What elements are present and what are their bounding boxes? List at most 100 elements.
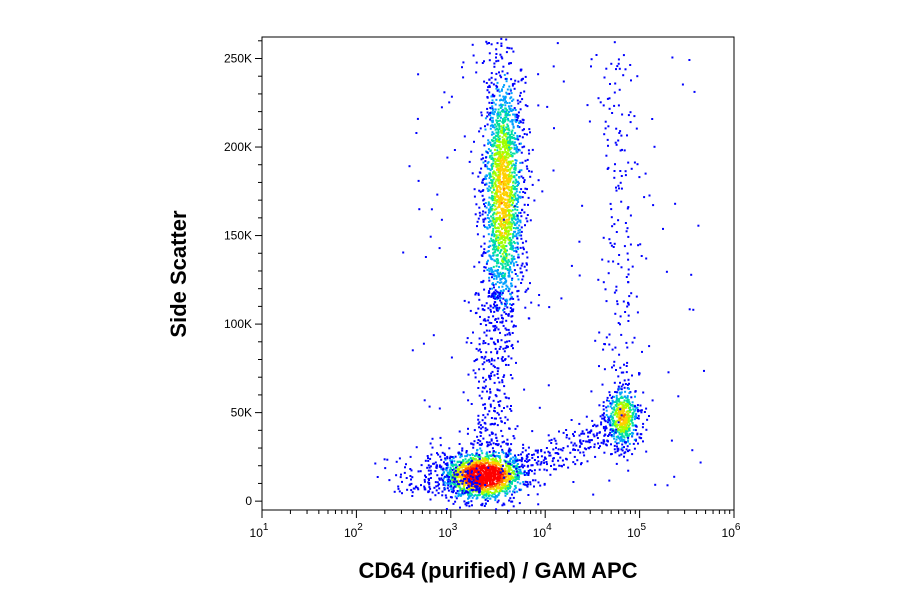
event-dot bbox=[496, 307, 499, 309]
event-dot bbox=[627, 469, 630, 472]
event-dot bbox=[487, 190, 490, 192]
event-dot bbox=[617, 104, 620, 107]
event-dot bbox=[504, 211, 507, 214]
event-dot bbox=[488, 172, 491, 175]
event-dot bbox=[520, 230, 523, 233]
event-dot bbox=[631, 453, 634, 456]
event-dot bbox=[512, 221, 515, 224]
event-dot bbox=[633, 410, 636, 413]
event-dot bbox=[511, 155, 514, 158]
event-dot bbox=[514, 147, 517, 150]
event-dot bbox=[471, 43, 474, 46]
event-dot bbox=[616, 300, 619, 303]
event-dot bbox=[525, 269, 528, 272]
event-dot bbox=[505, 218, 508, 221]
event-dot bbox=[627, 301, 629, 304]
event-dot bbox=[506, 460, 509, 463]
event-dot bbox=[490, 102, 493, 104]
event-dot bbox=[491, 248, 494, 251]
event-dot bbox=[500, 486, 503, 489]
event-dot bbox=[506, 72, 509, 75]
event-dot bbox=[499, 278, 502, 281]
event-dot bbox=[440, 458, 443, 461]
event-dot bbox=[505, 312, 508, 315]
event-dot bbox=[497, 340, 499, 343]
event-dot bbox=[490, 158, 493, 160]
event-dot bbox=[515, 470, 518, 473]
event-dot bbox=[506, 182, 509, 185]
event-dot bbox=[500, 241, 503, 244]
event-dot bbox=[504, 172, 507, 175]
event-dot bbox=[438, 247, 441, 250]
event-dot bbox=[603, 416, 606, 419]
event-dot bbox=[498, 199, 501, 202]
event-dot bbox=[511, 109, 514, 112]
event-dot bbox=[424, 474, 426, 477]
event-dot bbox=[626, 383, 629, 386]
event-dot bbox=[482, 484, 485, 487]
event-dot bbox=[527, 494, 530, 496]
event-dot bbox=[516, 340, 519, 343]
event-dot bbox=[495, 254, 498, 257]
event-dot bbox=[519, 91, 522, 94]
event-dot bbox=[489, 486, 492, 489]
event-dot bbox=[595, 434, 598, 437]
event-dot bbox=[502, 256, 505, 259]
event-dot bbox=[503, 468, 506, 471]
event-dot bbox=[481, 194, 484, 197]
event-dot bbox=[465, 341, 468, 344]
event-dot bbox=[491, 269, 494, 272]
event-dot bbox=[520, 271, 523, 274]
event-dot bbox=[526, 188, 528, 191]
event-dot bbox=[507, 188, 510, 191]
event-dot bbox=[627, 420, 630, 423]
event-dot bbox=[491, 93, 494, 96]
event-dot bbox=[493, 208, 496, 211]
event-dot bbox=[509, 303, 512, 306]
event-dot bbox=[508, 340, 511, 343]
event-dot bbox=[484, 211, 487, 214]
event-dot bbox=[495, 87, 498, 90]
event-dot bbox=[459, 470, 462, 473]
event-dot bbox=[507, 105, 510, 108]
event-dot bbox=[499, 201, 502, 204]
event-dot bbox=[613, 223, 616, 226]
event-dot bbox=[429, 469, 432, 472]
event-dot bbox=[507, 195, 510, 198]
event-dot bbox=[497, 88, 500, 91]
event-dot bbox=[479, 440, 482, 443]
event-dot bbox=[506, 299, 509, 302]
event-dot bbox=[486, 261, 489, 264]
event-dot bbox=[491, 111, 494, 114]
event-dot bbox=[496, 146, 499, 149]
event-dot bbox=[665, 270, 668, 273]
event-dot bbox=[470, 500, 473, 503]
event-dot bbox=[493, 110, 496, 113]
event-dot bbox=[604, 427, 607, 430]
event-dot bbox=[620, 453, 623, 456]
event-dot bbox=[487, 479, 489, 481]
event-dot bbox=[648, 194, 651, 197]
event-dot bbox=[527, 196, 530, 199]
event-dot bbox=[618, 403, 621, 406]
event-dot bbox=[493, 244, 496, 247]
event-dot bbox=[505, 284, 508, 287]
event-dot bbox=[508, 474, 511, 477]
event-dot bbox=[495, 290, 498, 293]
event-dot bbox=[483, 403, 486, 406]
event-dot bbox=[507, 198, 510, 201]
event-dot bbox=[455, 463, 458, 466]
event-dot bbox=[497, 151, 500, 154]
event-dot bbox=[409, 468, 412, 470]
event-dot bbox=[507, 453, 510, 456]
event-dot bbox=[495, 217, 498, 220]
event-dot bbox=[518, 176, 521, 179]
event-dot bbox=[609, 83, 611, 85]
event-dot bbox=[504, 265, 507, 268]
event-dot bbox=[499, 147, 502, 150]
event-dot bbox=[621, 440, 624, 443]
event-dot bbox=[504, 485, 507, 488]
event-dot bbox=[418, 208, 421, 211]
event-dot bbox=[514, 188, 517, 191]
data-points bbox=[374, 37, 705, 512]
